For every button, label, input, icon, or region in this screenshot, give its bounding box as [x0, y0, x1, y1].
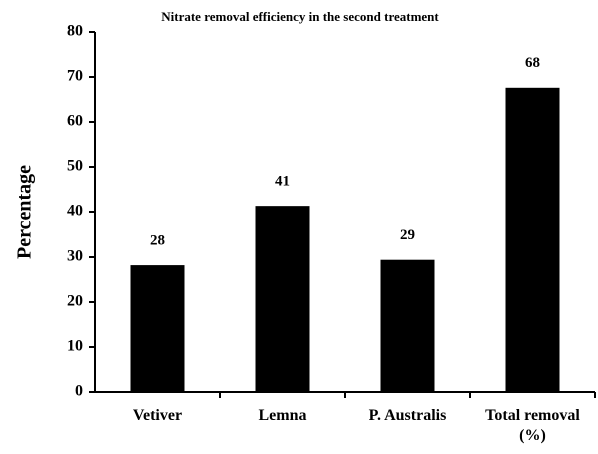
- y-tick-label: 50: [67, 158, 83, 175]
- bar: [505, 87, 560, 393]
- y-tick-label: 60: [67, 113, 83, 130]
- data-label: 68: [525, 55, 540, 71]
- data-label: 28: [150, 233, 165, 249]
- y-tick-label: 70: [67, 68, 83, 85]
- data-label: 29: [400, 227, 415, 243]
- x-tick-label: Vetiver: [132, 407, 183, 424]
- y-tick-label: 0: [75, 383, 83, 400]
- data-label: 41: [275, 174, 290, 190]
- bar: [255, 206, 310, 392]
- bar: [380, 259, 435, 392]
- chart-title: Nitrate removal efficiency in the second…: [161, 9, 439, 24]
- y-tick-label: 30: [67, 248, 83, 265]
- y-tick-label: 10: [67, 338, 83, 355]
- y-tick-label: 80: [67, 23, 83, 40]
- x-tick-label: Total removal (%): [485, 407, 580, 444]
- bar: [130, 265, 185, 392]
- x-tick-label: Lemna: [258, 407, 307, 424]
- x-tick-label: P. Australis: [368, 407, 447, 424]
- y-axis-label: Percentage: [14, 165, 36, 259]
- y-tick-label: 20: [67, 293, 83, 310]
- y-tick-label: 40: [67, 203, 83, 220]
